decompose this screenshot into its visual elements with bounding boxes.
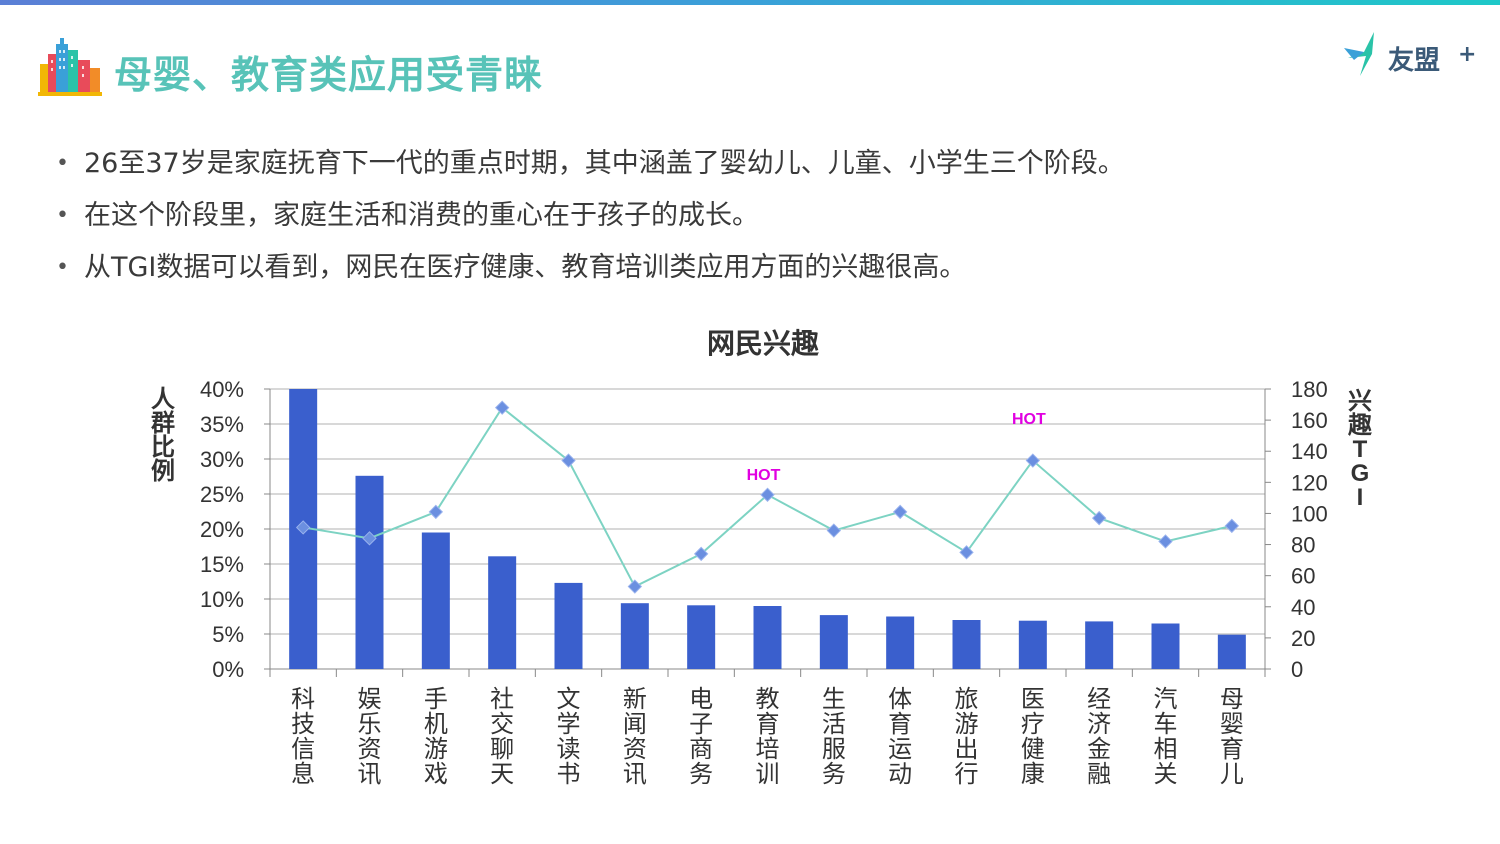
bar: [952, 620, 981, 669]
bar: [488, 556, 517, 669]
bullet-item: • 从TGI数据可以看到，网民在医疗健康、教育培训类应用方面的兴趣很高。: [56, 242, 1456, 294]
bullet-item: • 在这个阶段里，家庭生活和消费的重心在于孩子的成长。: [56, 190, 1456, 242]
tgi-point: [1091, 510, 1107, 526]
y-tick-label: 40%: [200, 377, 244, 402]
y-tick-label: 25%: [200, 482, 244, 507]
city-logo-icon: [38, 38, 102, 96]
y2-tick-label: 20: [1291, 626, 1315, 651]
bar: [355, 475, 384, 669]
x-tick-label: 科技信息: [291, 686, 315, 788]
y2-tick-label: 160: [1291, 408, 1328, 433]
bar: [554, 582, 583, 669]
y-tick-label: 15%: [200, 552, 244, 577]
page-title: 母婴、教育类应用受青睐: [114, 53, 544, 97]
tgi-point: [1224, 518, 1240, 534]
bar: [1018, 620, 1047, 669]
y-tick-label: 0%: [212, 657, 244, 682]
y2-tick-label: 140: [1291, 439, 1328, 464]
tgi-point: [561, 453, 576, 468]
bar: [819, 615, 848, 669]
brand-plus: +: [1458, 42, 1477, 67]
x-tick-label: 生活服务: [822, 686, 846, 788]
x-tick-label: 母婴育儿: [1220, 686, 1244, 788]
bullet-dot-icon: •: [56, 255, 69, 280]
bar: [1217, 634, 1246, 669]
bar: [886, 616, 915, 669]
tgi-point: [760, 487, 775, 502]
y2-tick-label: 100: [1291, 501, 1328, 526]
x-tick-label: 手机游戏: [424, 686, 448, 788]
tgi-point: [1025, 453, 1041, 468]
x-tick-label: 娱乐资讯: [358, 686, 382, 788]
y-tick-label: 20%: [200, 517, 244, 542]
y-tick-label: 10%: [200, 587, 244, 612]
tgi-point: [627, 579, 643, 594]
top-accent-bar: [0, 0, 1500, 5]
bar: [1085, 621, 1114, 669]
y-tick-label: 5%: [212, 622, 244, 647]
x-tick-label: 电子商务: [689, 686, 713, 788]
tgi-point: [295, 520, 311, 535]
umeng-brand: 友盟 +: [1340, 30, 1480, 80]
bar: [620, 603, 649, 669]
x-tick-label: 体育运动: [888, 686, 912, 788]
bar: [687, 605, 716, 669]
hot-annotation: HOT: [747, 467, 781, 484]
chart-title: 网民兴趣: [707, 328, 819, 359]
y2-tick-label: 180: [1291, 377, 1328, 402]
x-tick-label: 社交聊天: [490, 686, 514, 788]
y2-tick-label: 0: [1291, 657, 1303, 682]
tgi-point: [892, 504, 908, 520]
tgi-point: [494, 400, 510, 415]
tgi-point: [959, 545, 974, 560]
bar: [1151, 623, 1180, 669]
tgi-point: [693, 546, 709, 562]
y2-tick-label: 60: [1291, 564, 1315, 589]
y-axis-title: 人群比例: [151, 386, 175, 485]
x-tick-label: 汽车相关: [1154, 686, 1178, 788]
x-tick-label: 经济金融: [1087, 686, 1111, 788]
bar: [421, 532, 450, 669]
y2-tick-label: 120: [1291, 470, 1328, 495]
y2-axis-title: 兴趣 T G I: [1347, 388, 1373, 511]
tgi-point: [428, 504, 444, 520]
y2-tick-label: 40: [1291, 595, 1315, 620]
x-tick-label: 医疗健康: [1021, 686, 1045, 788]
x-tick-label: 旅游出行: [955, 686, 979, 788]
bullet-dot-icon: •: [56, 151, 69, 176]
x-tick-label: 新闻资讯: [623, 686, 647, 788]
tgi-point: [362, 531, 377, 546]
y-tick-label: 35%: [200, 412, 244, 437]
bar: [753, 606, 782, 669]
tgi-point: [826, 523, 842, 538]
umeng-bird-icon: [1344, 32, 1374, 76]
bullet-list: • 26至37岁是家庭抚育下一代的重点时期，其中涵盖了婴幼儿、儿童、小学生三个阶…: [56, 138, 1456, 294]
bullet-dot-icon: •: [56, 203, 69, 228]
y2-tick-label: 80: [1291, 533, 1315, 558]
bullet-item: • 26至37岁是家庭抚育下一代的重点时期，其中涵盖了婴幼儿、儿童、小学生三个阶…: [56, 138, 1456, 190]
tgi-point: [1158, 534, 1173, 549]
hot-annotation: HOT: [1012, 411, 1046, 428]
x-tick-label: 教育培训: [756, 686, 780, 788]
interest-chart: 网民兴趣 0% 5% 10% 15% 20% 25% 30% 35% 40% 0 20 40 60 80 10…: [151, 328, 1373, 788]
y-tick-label: 30%: [200, 447, 244, 472]
x-tick-label: 文学读书: [557, 686, 581, 788]
brand-name: 友盟: [1388, 46, 1441, 76]
